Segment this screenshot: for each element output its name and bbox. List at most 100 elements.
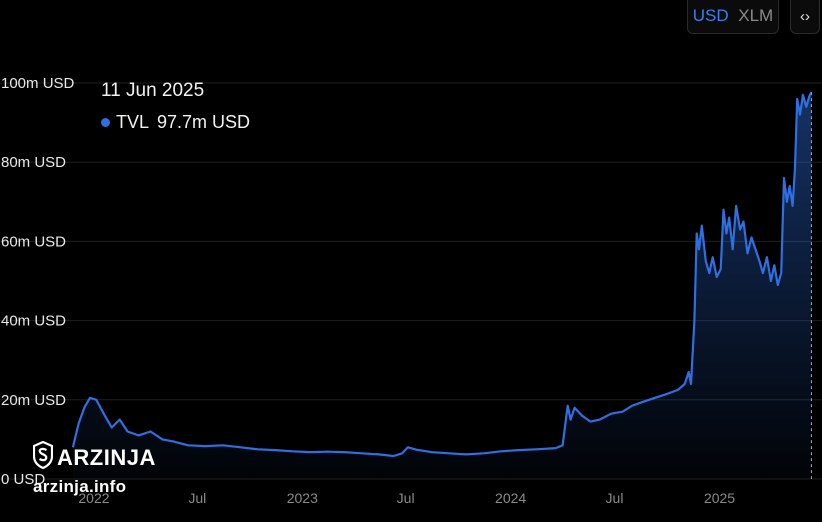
x-tick-label: Jul [606, 490, 624, 506]
data-point [104, 415, 106, 417]
data-point [799, 114, 801, 116]
data-point [378, 453, 380, 455]
data-point [127, 430, 129, 432]
x-tick-label: Jul [397, 490, 415, 506]
data-point [725, 232, 727, 234]
data-point [393, 455, 395, 457]
data-point [654, 397, 656, 399]
data-point [794, 169, 796, 171]
x-tick-label: Jul [188, 490, 206, 506]
tvl-area-fill [72, 92, 812, 479]
data-point [698, 248, 700, 250]
data-point [599, 419, 601, 421]
tooltip-value: 97.7m USD [157, 112, 251, 132]
data-point [631, 405, 633, 407]
data-point [796, 98, 798, 100]
data-point [677, 389, 679, 391]
data-point [570, 419, 572, 421]
data-point [720, 268, 722, 270]
data-point [111, 427, 113, 429]
data-point [808, 96, 810, 98]
data-point [309, 451, 311, 453]
y-tick-label: 60m USD [1, 233, 66, 250]
data-point [762, 272, 764, 274]
data-point [688, 371, 690, 373]
data-point [240, 446, 242, 448]
data-point [581, 415, 583, 417]
data-point [693, 320, 695, 322]
data-point [750, 236, 752, 238]
data-point [78, 423, 80, 425]
data-point [743, 221, 745, 223]
x-axis: 2022 Jul 2023 Jul 2024 Jul 2025 [78, 490, 735, 506]
watermark: ARZINJA arzinja.info [32, 440, 156, 497]
data-point [95, 399, 97, 401]
data-point [327, 451, 329, 453]
data-point [574, 407, 576, 409]
data-point [792, 205, 794, 207]
tooltip-date: 11 Jun 2025 [101, 80, 205, 101]
data-point [805, 106, 807, 108]
data-point [361, 452, 363, 454]
data-point [610, 413, 612, 415]
tooltip-row: TVL 97.7m USD [101, 112, 250, 133]
data-point [465, 453, 467, 455]
data-point [407, 446, 409, 448]
data-point [705, 260, 707, 262]
data-point [204, 445, 206, 447]
data-point [666, 393, 668, 395]
expand-button[interactable]: ‹› [790, 0, 820, 34]
data-point [172, 440, 174, 442]
data-point [783, 177, 785, 179]
data-point [716, 276, 718, 278]
y-tick-label: 0 USD [1, 471, 45, 488]
data-point [83, 407, 85, 409]
shield-logo-icon [32, 440, 54, 475]
watermark-brand-text: ARZINJA [57, 445, 156, 470]
data-point [780, 272, 782, 274]
data-point [802, 94, 804, 96]
data-point [758, 260, 760, 262]
data-point [161, 438, 163, 440]
data-point [739, 229, 741, 231]
tooltip-series-name: TVL [116, 112, 150, 132]
currency-toggle[interactable]: USD XLM [687, 0, 779, 34]
x-tick-label: 2025 [704, 490, 735, 506]
data-point [642, 401, 644, 403]
data-point [770, 280, 772, 282]
data-point [786, 201, 788, 203]
data-point [257, 448, 259, 450]
x-tick-label: 2023 [287, 490, 318, 506]
data-point [696, 232, 698, 234]
tvl-series-line [71, 91, 813, 458]
data-point [137, 434, 139, 436]
data-point [149, 430, 151, 432]
x-tick-label: 2022 [78, 490, 109, 506]
data-point [728, 217, 730, 219]
data-point [747, 252, 749, 254]
y-tick-label: 80m USD [1, 154, 66, 171]
data-point [690, 383, 692, 385]
data-point [343, 451, 345, 453]
currency-option-xlm[interactable]: XLM [738, 6, 774, 25]
currency-option-usd[interactable]: USD [692, 6, 729, 25]
data-point [773, 264, 775, 266]
data-point [766, 256, 768, 258]
data-point [222, 444, 224, 446]
data-point [684, 383, 686, 385]
data-point [401, 452, 403, 454]
y-tick-label: 100m USD [1, 75, 75, 92]
data-point [500, 450, 502, 452]
x-tick-label: 2024 [495, 490, 526, 506]
y-axis: 0 USD 20m USD 40m USD 60m USD 80m USD 100m US… [1, 75, 75, 488]
data-point [535, 448, 537, 450]
data-point [562, 444, 564, 446]
data-point [430, 451, 432, 453]
y-tick-label: 40m USD [1, 313, 66, 330]
data-point [518, 449, 520, 451]
data-point [292, 450, 294, 452]
code-brackets-icon: ‹› [800, 7, 810, 25]
data-point [555, 447, 557, 449]
data-point [754, 248, 756, 250]
